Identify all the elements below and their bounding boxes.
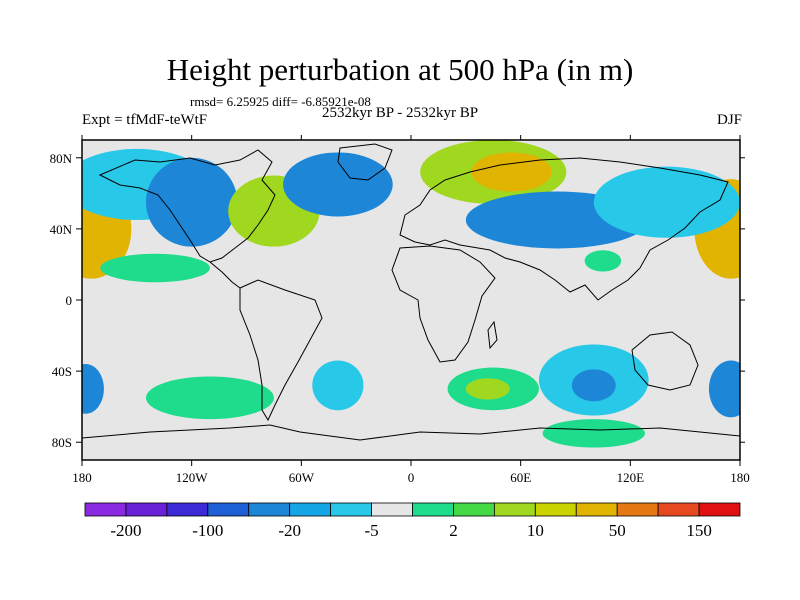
anomaly-so-indian-high-core <box>465 378 510 400</box>
season-label: DJF <box>716 112 742 128</box>
stats-line: rmsd= 6.25925 diff= -6.85921e-08 <box>190 94 371 109</box>
colorbar-box <box>207 502 250 517</box>
colorbar-box <box>371 502 413 517</box>
coastline-eurasia <box>399 157 729 301</box>
anomaly-na-high-core <box>246 189 291 226</box>
anomaly-sw-pacific-low-west <box>82 364 104 414</box>
anomaly-sw-pacific-low <box>708 360 740 418</box>
colorbar-label: 10 <box>527 521 544 540</box>
coastline-central-america <box>209 261 241 289</box>
lon-tick-label: 120W <box>176 470 209 485</box>
colorbar-box <box>493 502 536 517</box>
map-title: Height perturbation at 500 hPa (in m) <box>166 52 634 87</box>
colorbar-box <box>453 502 495 517</box>
anomaly-field <box>82 140 740 448</box>
colorbar-label: -5 <box>364 521 378 540</box>
anomaly-eurasia-high-core <box>471 152 552 192</box>
coastline-greenland <box>337 143 393 181</box>
lon-tick-label: 180 <box>730 470 750 485</box>
lon-tick-label: 0 <box>408 470 415 485</box>
colorbar-label: -20 <box>278 521 301 540</box>
latitude-axis: 80N 40N 0 40S 80S <box>50 151 745 450</box>
colorbar-box <box>412 502 454 517</box>
colorbar-box <box>575 502 618 517</box>
colorbar-box <box>534 502 577 517</box>
period-label: 2532kyr BP - 2532kyr BP <box>322 105 479 121</box>
lon-tick-label: 60W <box>289 470 315 485</box>
anomaly-so-atlantic-low <box>312 360 364 411</box>
coastline-australia <box>631 331 699 391</box>
anomaly-australia-low-core <box>571 369 616 402</box>
coastline-antarctica <box>82 424 740 441</box>
anomaly-na-low-west <box>145 157 238 247</box>
colorbar-box <box>248 502 291 517</box>
anomaly-eq-pacific-east <box>100 253 210 283</box>
colorbar-box <box>698 502 741 517</box>
longitude-axis: 180 120W 60W 0 60E 120E 180 <box>72 135 750 485</box>
colorbar-boxes <box>84 502 741 517</box>
coastline-south-america <box>239 279 323 422</box>
lon-tick-label: 120E <box>617 470 645 485</box>
coastline-madagascar <box>487 320 498 350</box>
colorbar-box <box>125 502 168 517</box>
lon-tick-label: 180 <box>72 470 92 485</box>
anomaly-antarctic-high <box>542 419 645 448</box>
anomaly-tibet-blob <box>584 250 622 272</box>
colorbar-labels: -200 -100 -20 -5 2 10 50 150 <box>110 521 711 540</box>
colorbar-box <box>289 502 332 517</box>
coastlines <box>82 143 740 441</box>
colorbar-box <box>166 502 209 517</box>
anomaly-atlantic-low <box>283 152 393 217</box>
experiment-label: Expt = tfMdF-teWtF <box>82 112 208 128</box>
anomaly-asia-low-east <box>593 166 740 238</box>
coastline-africa <box>391 245 496 363</box>
colorbar-box <box>657 502 700 517</box>
colorbar-label: 50 <box>609 521 626 540</box>
colorbar-box <box>616 502 659 517</box>
lat-tick-label: 40N <box>50 222 73 237</box>
lat-tick-label: 0 <box>66 293 73 308</box>
anomaly-so-pacific-east-core <box>186 387 252 409</box>
colorbar-box <box>330 502 372 517</box>
lon-tick-label: 60E <box>510 470 531 485</box>
colorbar-label: 150 <box>686 521 712 540</box>
colorbar-label: 2 <box>449 521 458 540</box>
colorbar-box <box>84 502 127 517</box>
coastline-north-america <box>98 149 276 263</box>
lat-tick-label: 80S <box>52 435 72 450</box>
colorbar-label: -100 <box>192 521 223 540</box>
lat-tick-label: 80N <box>50 151 73 166</box>
lat-tick-label: 40S <box>52 364 72 379</box>
colorbar-label: -200 <box>110 521 141 540</box>
